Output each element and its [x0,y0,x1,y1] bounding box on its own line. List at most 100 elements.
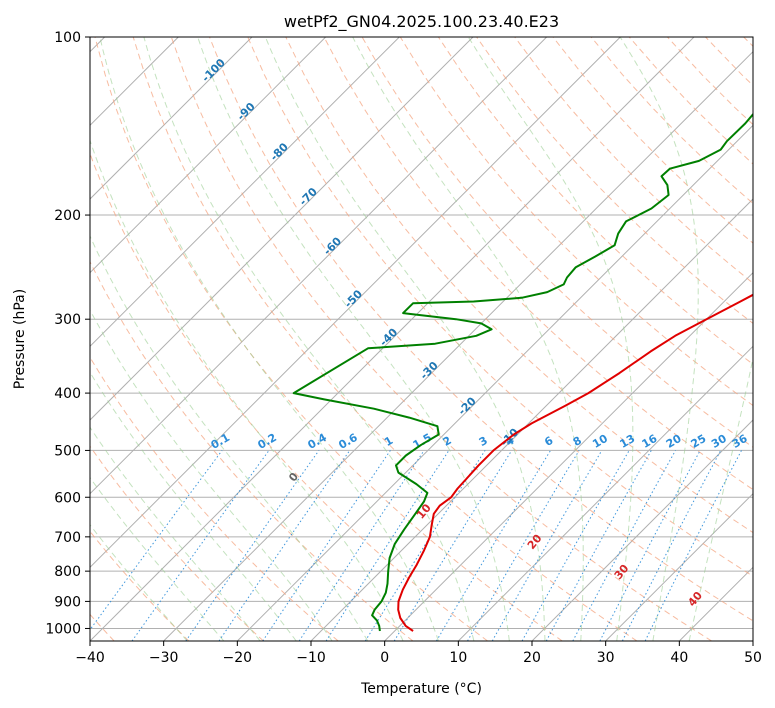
mixing-ratio-line [599,450,701,641]
mixing-ratio-label: 36 [730,432,750,451]
x-tick-label: −20 [223,650,253,666]
x-axis-label: Temperature (°C) [360,681,482,697]
mixing-ratio-line [298,450,425,641]
mixing-ratio-label: 1 [382,434,395,449]
moist-adiabat-line [352,37,584,641]
y-tick-label: 1000 [45,621,81,637]
dry-adiabat-line [476,37,753,325]
isotherm-gridline [752,640,753,641]
y-tick-label: 700 [54,530,81,546]
isotherm-gridline [90,37,621,569]
dry-adiabat-label: -70 [297,185,320,208]
moist-adiabat-line [467,37,634,641]
dry-adiabat-line [514,37,753,284]
dry-adiabat-line [209,37,753,622]
mixing-ratio-label: 0.1 [209,431,232,452]
mixing-ratio-line [218,450,351,641]
mixing-ratio-label: 6 [542,434,555,449]
x-tick-label: 0 [380,650,389,666]
chart-title: wetPf2_GN04.2025.100.23.40.E23 [284,12,559,32]
x-tick-label: 20 [523,650,541,666]
dry-adiabat-label: -80 [268,140,291,163]
dry-adiabat-label: -30 [418,359,441,382]
mixing-ratio-line [90,450,223,631]
isotherm-gridline [90,37,253,200]
y-tick-label: 200 [54,208,81,224]
mixing-ratio-line [545,450,652,641]
mixing-ratio-label: 20 [664,432,684,451]
moist-adiabat-line [90,309,333,641]
series-layer [292,112,753,632]
x-tick-label: 50 [744,650,762,666]
dry-adiabat-line [285,37,753,534]
line-labels-layer: 0.1 0.2 0.4 0.6 1 1.5 2 3 4 6 8 10 13 16 20 25 30 36-100-… [199,56,750,609]
background-lines-layer [90,37,753,641]
mixing-ratio-line [325,450,450,641]
moist-adiabat-line [197,37,510,641]
moist-adiabat-line [688,356,753,641]
dry-adiabat-line [170,37,712,641]
moist-adiabat-line [90,138,404,641]
isotherm-gridline [90,37,327,274]
dry-adiabat-line [667,37,753,126]
mixing-ratio-line [262,450,391,641]
isotherm-gridline [384,271,753,641]
mixing-ratio-label: 13 [618,432,638,451]
moist-adiabat-label: 40 [685,589,705,609]
dry-adiabat-line [90,445,264,641]
dry-adiabat-label: -90 [235,100,258,123]
mixing-ratio-line [393,450,513,641]
grid-layer [90,37,753,641]
isotherm-gridline [90,37,695,641]
dewpoint-profile-line [292,112,753,632]
mixing-ratio-label: 8 [571,434,584,449]
mixing-ratio-line [131,450,270,641]
y-tick-label: 100 [54,30,81,46]
dry-adiabat-line [437,37,753,365]
x-tick-label: 30 [597,650,615,666]
dry-adiabat-line [90,530,190,641]
isotherm-gridline [531,419,753,641]
moist-adiabat-line [90,234,369,641]
dry-adiabat-line [90,356,339,641]
mixing-ratio-line [644,450,742,641]
moist-adiabat-line [90,476,225,641]
isotherm-gridline [90,37,474,421]
dry-adiabat-label: -50 [342,287,365,310]
x-tick-label: 40 [670,650,688,666]
isotherm-gridline [605,492,753,641]
moist-adiabat-label: 20 [525,532,545,552]
mixing-ratio-line [621,450,722,641]
mixing-ratio-label: 3 [477,434,490,449]
isotherm-gridline [90,37,548,495]
mixing-ratio-label: 25 [689,432,709,451]
y-tick-label: 300 [54,312,81,328]
dry-adiabat-line [323,37,753,491]
y-tick-label: 400 [54,386,81,402]
dry-adiabat-line [132,37,638,641]
isotherm-gridline [678,566,753,641]
y-tick-label: 800 [54,564,81,580]
mixing-ratio-line [521,450,630,641]
moist-adiabat-label: 30 [612,562,632,582]
dry-adiabat-label: -60 [321,234,344,257]
y-tick-label: 500 [54,443,81,459]
moist-adiabat-line [90,426,261,641]
isotherm-gridline [163,50,753,641]
x-tick-label: −10 [296,650,326,666]
mixing-ratio-line [572,450,676,641]
isotherm-gridline [90,37,400,348]
y-tick-label: 600 [54,490,81,506]
temperature-profile-line [397,293,753,632]
y-axis-label: Pressure (hPa) [12,289,28,389]
moist-adiabat-line [619,37,699,641]
isotherm-gridline [236,124,753,641]
mixing-ratio-label: 16 [640,432,660,451]
dry-adiabat-line [743,37,753,47]
y-tick-label: 900 [54,594,81,610]
moist-adiabat-line [143,37,475,641]
plot-frame [89,36,754,642]
dry-adiabat-line [590,37,753,205]
moist-adiabat-line [264,37,546,641]
